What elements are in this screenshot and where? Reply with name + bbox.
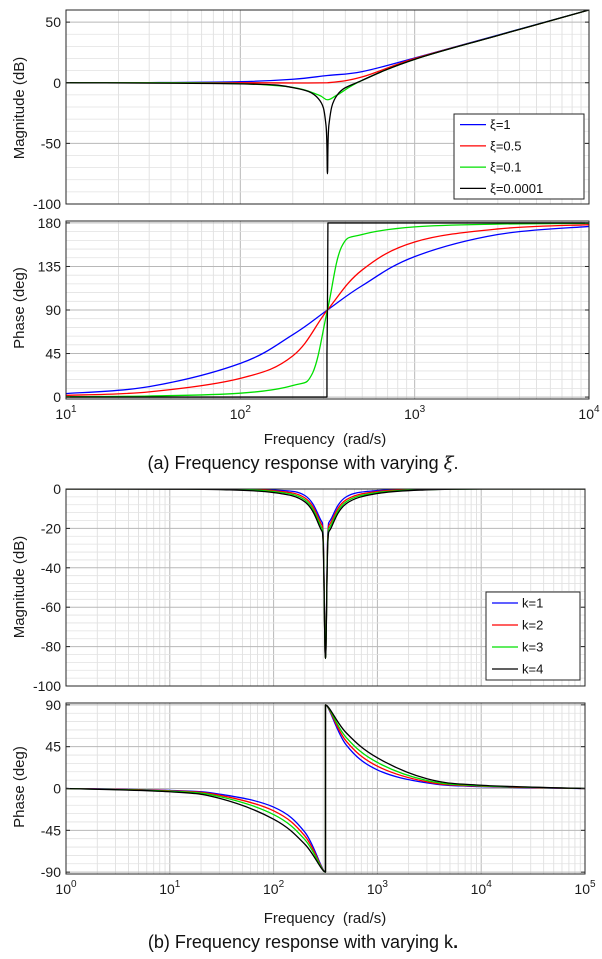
ylabel-a-magnitude: Magnitude (dB) [11,57,28,160]
xlabel-a-phase: Frequency (rad/s) [264,431,387,448]
ytick-label: -50 [41,135,61,151]
xtick-label: 101 [159,879,181,897]
ytick-label: -20 [41,520,61,536]
axes-box-a-mag [65,9,590,205]
ytick-label: 90 [45,697,61,713]
xtick-label: 101 [55,404,77,422]
caption-b-end: . [453,932,458,952]
legend-b-mag: k=1 k=2 k=3 k=4 [485,591,581,681]
series-line-b-mag-4 [66,489,585,660]
legend-entry: k=3 [522,640,543,655]
panel-b-magnitude: -100 -80 -60 -40 -20 0 k=1 k=2 k=3 k=4 Magnitude … [11,481,586,694]
xtick-label: 103 [404,404,426,422]
xtick-label: 102 [230,404,252,422]
caption-a-symbol: ξ [444,453,455,474]
ylabel-b-magnitude: Magnitude (dB) [11,536,28,639]
caption-a-end: . [454,453,459,473]
panel-a-phase: 0 45 90 135 180 101 102 103 104 Phase (deg) Freq… [11,215,600,448]
legend-entry: k=2 [522,618,543,633]
ytick-label: 0 [53,481,61,497]
ytick-label: 90 [45,302,61,318]
xtick-label: 104 [471,879,493,897]
series-line-a-mag-4 [66,10,589,175]
axes-box-b-mag [65,488,586,687]
xlabel-b-phase: Frequency (rad/s) [264,910,387,927]
xtick-label: 102 [263,879,285,897]
legend-entry: k=4 [522,662,543,677]
ytick-label: -100 [33,678,61,694]
legend-box [453,113,585,200]
ytick-label: 0 [53,781,61,797]
caption-b-text: (b) Frequency response with varying k [148,932,454,952]
caption-a-text: (a) Frequency response with varying [147,453,438,473]
ylabel-b-phase: Phase (deg) [11,746,28,828]
legend-entry: ξ=0.0001 [490,181,543,196]
ytick-label: -45 [41,822,61,838]
series-group-a-mag [66,10,589,175]
legend-entry: ξ=1 [490,117,511,132]
xtick-label: 104 [578,404,600,422]
series-line-b-phase-4 [66,704,585,873]
ytick-label: -60 [41,599,61,615]
ytick-label: -80 [41,639,61,655]
series-line-a-phase-4 [66,222,589,398]
legend-entry: ξ=0.1 [490,160,521,175]
ytick-label: -100 [33,196,61,212]
ytick-label: -40 [41,560,61,576]
xtick-label: 100 [55,879,77,897]
ylabel-a-phase: Phase (deg) [11,267,28,349]
ytick-label: 135 [38,258,62,274]
ytick-label: 180 [38,215,62,231]
ytick-label: -90 [41,864,61,880]
panel-b-phase: -90 -45 0 45 90 100 101 102 103 104 105 Phase (deg… [11,697,596,927]
ytick-label: 45 [45,346,61,362]
series-group-a-phase [66,222,589,398]
ytick-label: 45 [45,739,61,755]
ytick-label: 50 [45,14,61,30]
caption-a: (a) Frequency response with varying ξ. [147,453,458,474]
legend-entry: ξ=0.5 [490,138,521,153]
xtick-label: 105 [574,879,596,897]
ytick-label: 0 [53,75,61,91]
caption-b: (b) Frequency response with varying k. [148,932,458,952]
legend-box [485,591,581,681]
legend-entry: k=1 [522,596,543,611]
ytick-label: 0 [53,389,61,405]
panel-a-magnitude: -100 -50 0 50 ξ=1 ξ=0.5 ξ=0.1 ξ=0.0001 Magnitud… [11,9,590,212]
series-group-b-phase [66,704,585,873]
legend-a-mag: ξ=1 ξ=0.5 ξ=0.1 ξ=0.0001 [453,113,585,200]
xtick-label: 103 [367,879,389,897]
